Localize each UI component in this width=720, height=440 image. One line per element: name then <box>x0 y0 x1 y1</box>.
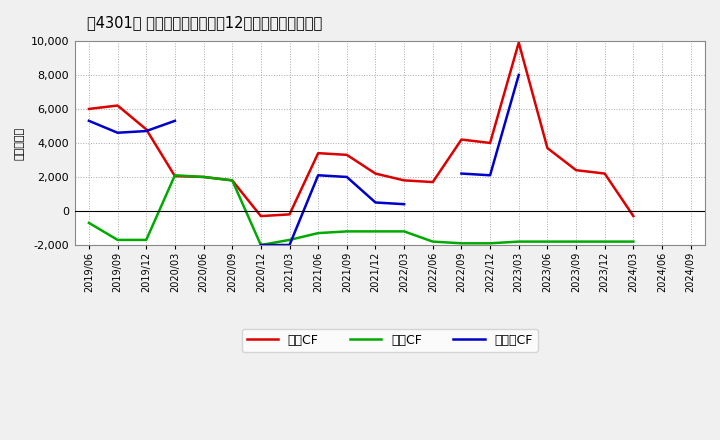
営業CF <box>285 212 294 217</box>
投資CF <box>629 239 638 244</box>
フリーCF <box>113 130 122 136</box>
営業CF <box>343 152 351 158</box>
営業CF <box>371 171 379 176</box>
Line: 営業CF: 営業CF <box>89 43 634 216</box>
フリーCF <box>142 128 150 134</box>
営業CF <box>199 174 208 180</box>
フリーCF <box>85 118 94 124</box>
営業CF <box>543 145 552 150</box>
投資CF <box>514 239 523 244</box>
営業CF <box>428 180 437 185</box>
フリーCF <box>171 118 179 124</box>
営業CF <box>113 103 122 108</box>
投資CF <box>600 239 609 244</box>
投資CF <box>457 241 466 246</box>
営業CF <box>228 178 237 183</box>
営業CF <box>314 150 323 156</box>
投資CF <box>343 229 351 234</box>
営業CF <box>600 171 609 176</box>
投資CF <box>572 239 580 244</box>
Legend: 営業CF, 投資CF, フリーCF: 営業CF, 投資CF, フリーCF <box>242 329 538 352</box>
Y-axis label: （百万円）: （百万円） <box>15 126 25 160</box>
投資CF <box>371 229 379 234</box>
営業CF <box>400 178 408 183</box>
投資CF <box>486 241 495 246</box>
営業CF <box>142 127 150 132</box>
投資CF <box>142 237 150 242</box>
営業CF <box>629 213 638 219</box>
営業CF <box>171 173 179 179</box>
営業CF <box>457 137 466 142</box>
営業CF <box>486 140 495 146</box>
営業CF <box>572 168 580 173</box>
投資CF <box>199 174 208 180</box>
営業CF <box>514 40 523 45</box>
投資CF <box>285 237 294 242</box>
投資CF <box>228 178 237 183</box>
投資CF <box>314 231 323 236</box>
投資CF <box>171 172 179 178</box>
投資CF <box>543 239 552 244</box>
投資CF <box>256 242 265 248</box>
営業CF <box>256 213 265 219</box>
投資CF <box>400 229 408 234</box>
Line: フリーCF: フリーCF <box>89 121 175 133</box>
投資CF <box>428 239 437 244</box>
投資CF <box>85 220 94 226</box>
営業CF <box>85 106 94 112</box>
投資CF <box>113 237 122 242</box>
Line: 投資CF: 投資CF <box>89 175 634 245</box>
Text: ［4301］ キャッシュフローの12か月移動合計の推移: ［4301］ キャッシュフローの12か月移動合計の推移 <box>87 15 323 30</box>
